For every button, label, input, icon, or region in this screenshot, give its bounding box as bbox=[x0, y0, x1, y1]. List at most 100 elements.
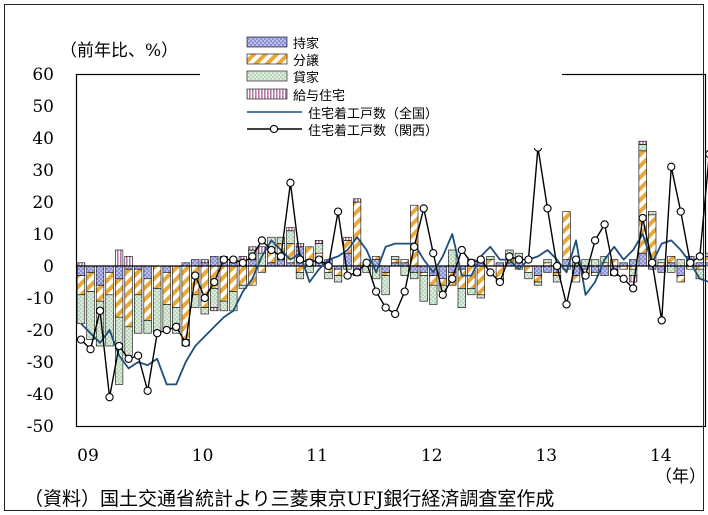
bar-kashiya bbox=[524, 272, 533, 280]
bar-kashiya bbox=[410, 272, 419, 280]
legend-label-mochiie: 持家 bbox=[293, 36, 319, 52]
bar-kashiya bbox=[219, 300, 228, 312]
marker-kansai bbox=[590, 236, 600, 245]
marker-kansai bbox=[286, 178, 295, 187]
legend-label-bunjo: 分譲 bbox=[293, 53, 319, 69]
marker-kansai bbox=[314, 255, 324, 264]
bar-kashiya bbox=[419, 275, 428, 302]
bar-mochiie bbox=[543, 265, 552, 273]
bar-kyuyo bbox=[638, 140, 647, 145]
bar-bunjo bbox=[571, 275, 581, 283]
x-tick-label: 11 bbox=[306, 446, 328, 466]
marker-kansai bbox=[86, 345, 95, 354]
bar-mochiie bbox=[105, 265, 114, 273]
bar-bunjo bbox=[134, 268, 143, 296]
bar-bunjo bbox=[95, 284, 105, 302]
bar-kyuyo bbox=[352, 198, 362, 203]
bar-kashiya bbox=[229, 291, 238, 312]
marker-kansai bbox=[705, 150, 708, 158]
bar-kashiya bbox=[314, 243, 324, 254]
marker-kansai bbox=[581, 271, 590, 280]
marker-kansai bbox=[143, 386, 152, 395]
marker-kansai bbox=[438, 290, 447, 299]
bar-bunjo bbox=[524, 265, 533, 273]
bar-kashiya bbox=[153, 288, 162, 334]
marker-kansai bbox=[267, 245, 276, 255]
bar-mochiie bbox=[676, 265, 685, 276]
marker-kansai bbox=[571, 255, 581, 264]
bar-mochiie bbox=[438, 265, 447, 280]
bar-kyuyo bbox=[210, 307, 219, 312]
marker-kansai bbox=[200, 293, 209, 303]
bar-kashiya bbox=[76, 294, 86, 324]
bar-kashiya bbox=[86, 291, 95, 340]
marker-kansai bbox=[505, 252, 514, 261]
bar-bunjo bbox=[114, 278, 124, 318]
y-tick-label: 40 bbox=[32, 129, 54, 149]
x-tick-label: 13 bbox=[535, 446, 557, 466]
bar-mochiie bbox=[191, 259, 200, 267]
bar-bunjo bbox=[419, 272, 428, 276]
marker-kansai bbox=[181, 338, 190, 347]
legend-label-zenkoku: 住宅着工戸数（全国） bbox=[308, 106, 438, 122]
bar-bunjo bbox=[705, 256, 708, 264]
bar-bunjo bbox=[124, 268, 133, 328]
marker-kansai bbox=[524, 255, 533, 264]
marker-kansai bbox=[676, 207, 685, 216]
bar-bunjo bbox=[562, 211, 571, 260]
x-tick-label: 09 bbox=[77, 446, 99, 466]
marker-kansai bbox=[410, 242, 419, 251]
bar-kashiya bbox=[143, 320, 152, 334]
bar-mochiie bbox=[86, 265, 95, 273]
bar-mochiie bbox=[76, 265, 86, 276]
bar-kashiya bbox=[200, 307, 209, 315]
y-tick-label: 0 bbox=[43, 257, 54, 277]
bar-bunjo bbox=[676, 275, 685, 283]
marker-kansai bbox=[543, 204, 552, 213]
bar-mochiie bbox=[143, 265, 152, 280]
bar-kashiya bbox=[457, 288, 466, 308]
x-tick-label: 12 bbox=[421, 446, 443, 466]
marker-kansai bbox=[219, 255, 228, 264]
bar-mochiie bbox=[705, 262, 708, 267]
bar-kashiya bbox=[295, 272, 305, 280]
legend-label-kansai: 住宅着工戸数（関西） bbox=[308, 123, 438, 139]
x-axis-ticks: 09 10 11 12 13 14 bbox=[77, 446, 671, 466]
y-tick-label: 30 bbox=[32, 161, 54, 181]
marker-kansai bbox=[210, 277, 219, 287]
legend-swatch-kashiya bbox=[246, 70, 288, 82]
bar-bunjo bbox=[162, 272, 171, 305]
bar-kyuyo bbox=[124, 256, 133, 267]
marker-kansai bbox=[667, 162, 676, 171]
marker-kansai bbox=[95, 306, 105, 315]
bar-kashiya bbox=[705, 252, 708, 257]
bar-kashiya bbox=[543, 259, 552, 264]
marker-kansai bbox=[238, 258, 247, 267]
bar-kashiya bbox=[657, 259, 666, 264]
marker-kansai bbox=[457, 245, 466, 255]
legend-label-kyuyo: 給与住宅 bbox=[293, 89, 345, 104]
y-tick-label: -40 bbox=[27, 385, 54, 405]
marker-kansai bbox=[686, 258, 695, 267]
bar-bunjo bbox=[533, 275, 543, 283]
y-tick-label: -50 bbox=[27, 417, 54, 437]
bar-kashiya bbox=[648, 211, 657, 216]
bar-kashiya bbox=[476, 294, 485, 299]
bar-mochiie bbox=[248, 259, 257, 267]
y-tick-label: -20 bbox=[27, 321, 54, 341]
bar-bunjo bbox=[352, 201, 362, 267]
bar-bunjo bbox=[495, 265, 504, 280]
bar-mochiie bbox=[114, 265, 124, 280]
marker-kansai bbox=[552, 261, 562, 271]
marker-kansai bbox=[105, 393, 114, 402]
marker-kansai bbox=[114, 341, 124, 351]
marker-kansai bbox=[76, 335, 86, 344]
marker-kansai bbox=[333, 207, 343, 216]
y-tick-label: -30 bbox=[27, 353, 54, 373]
bar-kashiya bbox=[391, 256, 400, 260]
y-tick-label: 50 bbox=[32, 97, 54, 117]
y-unit-label: （前年比、%） bbox=[60, 41, 178, 61]
bar-bunjo bbox=[476, 265, 485, 296]
bar-kashiya bbox=[286, 230, 295, 244]
